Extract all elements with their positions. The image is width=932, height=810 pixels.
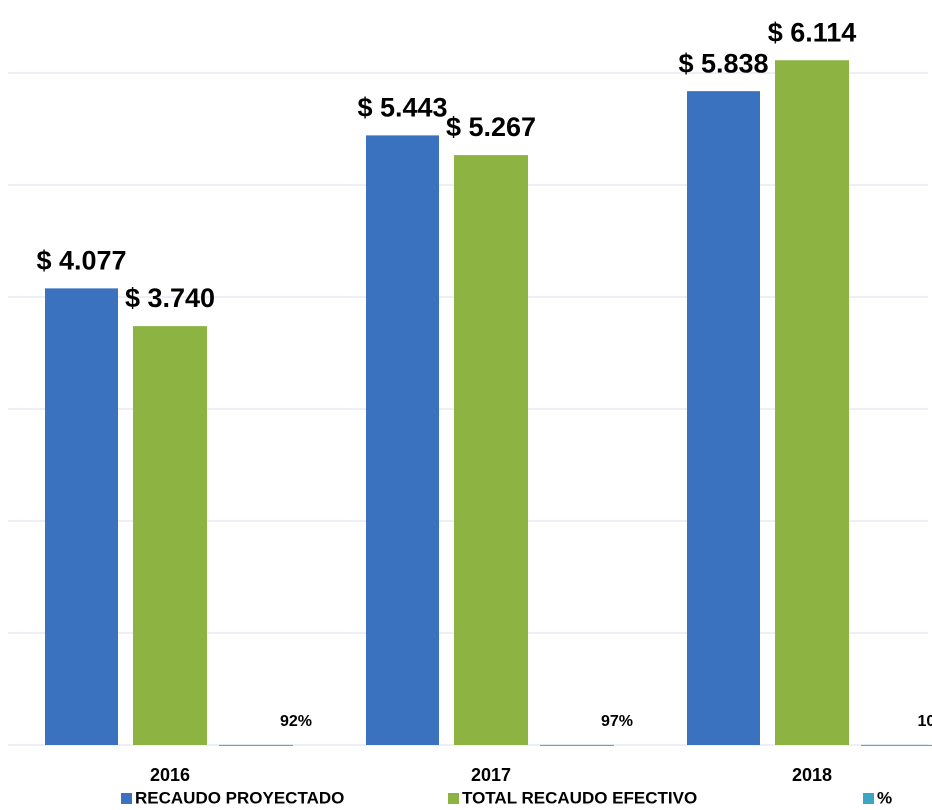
- value-label: 105%: [918, 713, 932, 730]
- bar: [687, 91, 760, 746]
- legend-swatch: [121, 793, 132, 804]
- legend-swatch: [863, 793, 874, 804]
- x-tick-label: 2018: [792, 765, 832, 785]
- bar: [45, 288, 118, 745]
- value-label: $ 6.114: [768, 17, 857, 47]
- x-tick-label: 2017: [471, 765, 511, 785]
- value-label: $ 3.740: [125, 283, 215, 313]
- legend-label: %: [877, 788, 892, 807]
- value-label: $ 5.267: [446, 112, 536, 142]
- value-label: $ 5.443: [357, 93, 447, 123]
- bar: [775, 60, 849, 746]
- value-label: 92%: [280, 713, 312, 730]
- x-tick-label: 2016: [150, 765, 190, 785]
- bar: [219, 744, 293, 746]
- legend-label: RECAUDO PROYECTADO: [135, 788, 344, 807]
- bar: [454, 155, 528, 745]
- value-label: $ 5.838: [678, 48, 768, 78]
- value-label: $ 4.077: [36, 246, 126, 276]
- legend-swatch: [448, 793, 459, 804]
- bar: [366, 135, 439, 745]
- bar: [133, 326, 207, 745]
- bar: [861, 744, 932, 746]
- legend-label: TOTAL RECAUDO EFECTIVO: [462, 788, 697, 807]
- bar: [540, 744, 614, 746]
- value-label: 97%: [601, 713, 633, 730]
